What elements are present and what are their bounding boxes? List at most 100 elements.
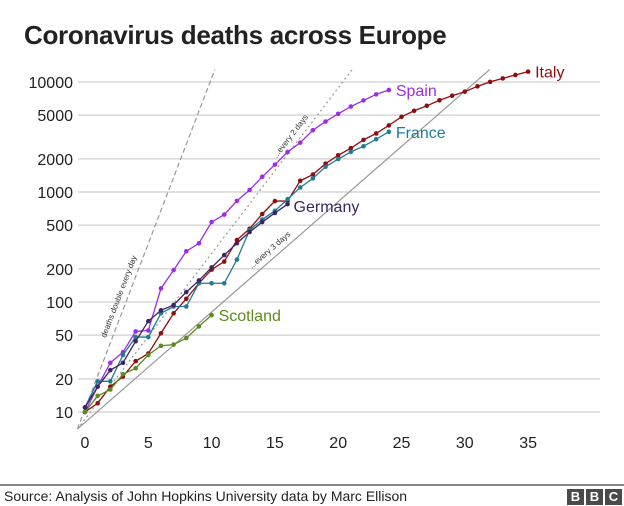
data-point-france: [348, 149, 354, 155]
data-point-spain: [108, 360, 113, 366]
y-tick-label: 1000: [37, 185, 73, 202]
reference-line: [77, 69, 491, 430]
series-label-france: France: [396, 125, 446, 142]
x-tick-label: 15: [266, 435, 284, 452]
data-point-germany: [95, 384, 100, 389]
data-point-italy: [424, 103, 430, 109]
data-point-italy: [171, 310, 176, 316]
x-tick-label: 35: [519, 435, 537, 452]
reference-line: [76, 69, 353, 430]
data-point-italy: [411, 108, 417, 114]
y-tick-label: 500: [46, 218, 73, 235]
data-point-france: [209, 280, 214, 286]
data-point-germany: [133, 338, 138, 344]
reference-line-label: ...every 2 days: [271, 113, 310, 160]
reference-line-label: deaths double every day: [99, 254, 139, 339]
data-point-france: [285, 196, 290, 202]
data-point-germany: [82, 405, 88, 410]
y-tick-label: 50: [55, 328, 73, 345]
data-point-italy: [335, 152, 341, 158]
reference-line-label: ...every 3 days: [247, 230, 292, 271]
x-tick-label: 5: [144, 435, 153, 452]
data-point-france: [183, 304, 189, 309]
data-point-germany: [158, 308, 164, 313]
data-point-spain: [348, 104, 354, 109]
data-point-spain: [323, 119, 328, 124]
data-point-italy: [513, 72, 518, 78]
data-point-france: [108, 379, 113, 384]
data-point-italy: [95, 400, 100, 406]
data-point-italy: [348, 145, 354, 151]
data-point-spain: [272, 162, 278, 167]
data-point-italy: [259, 211, 265, 217]
series-label-spain: Spain: [396, 83, 437, 100]
data-point-italy: [272, 198, 278, 204]
data-point-spain: [386, 87, 392, 93]
data-point-scotland: [171, 342, 176, 347]
x-tick-label: 10: [203, 435, 221, 452]
data-point-italy: [183, 296, 189, 302]
data-point-spain: [310, 127, 316, 133]
data-point-italy: [310, 172, 316, 177]
chart-title: Coronavirus deaths across Europe: [24, 20, 447, 50]
data-point-spain: [146, 328, 151, 333]
y-tick-label: 5000: [37, 108, 73, 125]
series-label-germany: Germany: [294, 199, 360, 216]
data-point-france: [120, 352, 126, 358]
y-tick-label: 10000: [29, 75, 74, 92]
data-point-italy: [449, 93, 455, 99]
data-point-scotland: [146, 352, 151, 358]
data-point-italy: [133, 358, 138, 364]
data-point-germany: [196, 278, 202, 283]
y-tick-label: 200: [46, 262, 73, 279]
data-point-spain: [259, 174, 265, 180]
logo-letter: C: [605, 489, 622, 505]
x-tick-label: 30: [456, 435, 474, 452]
data-point-france: [297, 185, 303, 190]
chart-plot: 10 20 50 100 200 500 1000 2000 5000 10000 0 5 10 15 20…: [29, 65, 600, 452]
data-point-italy: [386, 123, 392, 128]
data-point-france: [373, 136, 379, 142]
y-tick-label: 20: [55, 372, 73, 389]
data-point-germany: [120, 360, 126, 366]
data-point-italy: [297, 178, 303, 184]
data-point-germany: [146, 318, 151, 324]
y-tick-label: 2000: [37, 152, 73, 169]
data-point-france: [95, 379, 100, 384]
data-point-germany: [221, 252, 227, 258]
footer-divider: [0, 484, 624, 486]
data-point-spain: [209, 219, 214, 225]
data-point-france: [335, 156, 341, 162]
data-point-scotland: [120, 372, 126, 377]
bbc-logo: B B C: [567, 489, 622, 505]
series-label-scotland: Scotland: [219, 308, 281, 325]
series-line-spain: [84, 89, 390, 413]
data-point-spain: [196, 240, 202, 246]
data-point-scotland: [196, 324, 202, 329]
data-point-scotland: [82, 409, 88, 415]
data-point-scotland: [133, 365, 138, 371]
data-point-france: [310, 176, 316, 181]
x-tick-label: 25: [393, 435, 411, 452]
data-point-spain: [247, 187, 252, 193]
data-point-italy: [221, 259, 227, 264]
data-point-italy: [525, 69, 531, 74]
data-point-scotland: [95, 393, 100, 399]
data-point-france: [361, 143, 366, 149]
data-point-spain: [361, 98, 366, 103]
data-point-italy: [373, 131, 379, 136]
data-point-spain: [335, 111, 341, 117]
data-point-italy: [475, 84, 480, 89]
data-point-scotland: [108, 387, 113, 392]
y-tick-label: 100: [46, 295, 73, 312]
data-point-spain: [133, 329, 138, 334]
data-point-france: [323, 164, 328, 170]
data-point-spain: [373, 92, 379, 97]
data-point-germany: [108, 367, 113, 373]
data-point-spain: [285, 149, 290, 155]
data-point-germany: [234, 240, 240, 246]
data-point-italy: [487, 79, 493, 85]
data-point-scotland: [158, 343, 164, 349]
logo-letter: B: [586, 489, 603, 505]
